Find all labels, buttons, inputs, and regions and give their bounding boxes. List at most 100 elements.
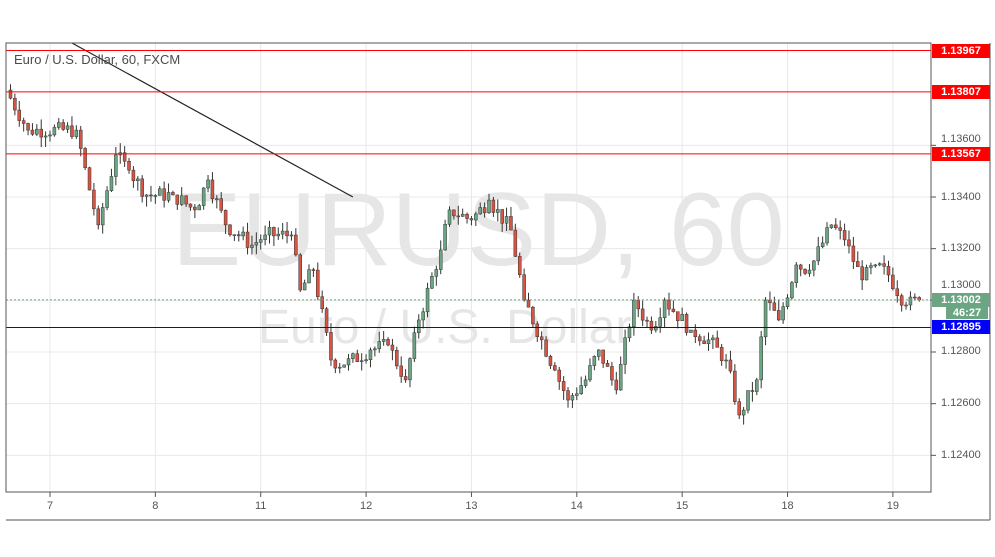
candle-down: [294, 234, 298, 256]
candle-up: [368, 349, 373, 360]
candle-down: [614, 379, 619, 391]
candle-up: [632, 299, 636, 328]
price-level-label: 1.13567: [932, 146, 990, 161]
candle-up: [197, 205, 202, 211]
x-tick-label: 12: [359, 500, 373, 512]
candle-up: [35, 128, 39, 135]
candle-up: [755, 379, 759, 392]
y-tick-label: 1.12800: [941, 345, 981, 358]
candle-down: [684, 314, 689, 333]
x-tick-label: 14: [570, 500, 583, 512]
candle-down: [171, 192, 175, 196]
candle-down: [140, 178, 144, 197]
candle-down: [311, 269, 316, 271]
candle-up: [825, 227, 829, 244]
candle-up: [351, 353, 355, 359]
candle-down: [465, 213, 469, 219]
y-tick-label: 1.13400: [941, 190, 981, 203]
trend-line: [71, 42, 354, 198]
candle-down: [561, 381, 566, 391]
candle-up: [254, 242, 259, 246]
candle-up: [812, 260, 816, 271]
candle-down: [188, 203, 193, 208]
candle-down: [676, 311, 680, 321]
candle-up: [109, 176, 114, 191]
candle-down: [913, 296, 917, 299]
y-tick-label: 1.13200: [941, 242, 981, 255]
candle-up: [908, 296, 913, 306]
candle-down: [500, 209, 504, 224]
candle-down: [750, 390, 755, 392]
candle-down: [719, 347, 724, 361]
candle-up: [280, 230, 285, 235]
candle-up: [460, 213, 465, 217]
candle-down: [469, 218, 474, 221]
candle-up: [276, 233, 281, 237]
candle-up: [408, 358, 412, 381]
candle-down: [768, 299, 772, 304]
candle-down: [21, 120, 26, 124]
x-tick-label: 13: [465, 500, 478, 512]
chart-title: Euro / U.S. Dollar, 60, FXCM: [14, 52, 181, 67]
candle-down: [245, 231, 250, 248]
candle-up: [570, 395, 575, 401]
candle-up: [438, 249, 443, 270]
candle-down: [526, 299, 531, 308]
candle-up: [144, 194, 149, 197]
candle-down: [535, 323, 540, 338]
candle-up: [816, 246, 820, 262]
candle-up: [215, 198, 219, 200]
candle-down: [175, 194, 180, 205]
bar-countdown-label: 46:27: [946, 306, 988, 319]
candle-down: [772, 302, 777, 311]
candle-up: [241, 231, 245, 237]
candle-up: [201, 187, 206, 206]
candle-down: [728, 359, 733, 372]
candle-down: [298, 254, 302, 291]
candle-up: [346, 358, 351, 366]
candle-up: [785, 297, 790, 307]
candle-up: [904, 304, 908, 307]
candle-down: [285, 230, 289, 237]
candle-down: [30, 129, 35, 135]
candle-up: [258, 239, 263, 243]
x-tick-label: 7: [46, 500, 54, 512]
candle-up: [575, 393, 579, 396]
candle-up: [654, 326, 658, 331]
candle-down: [219, 198, 223, 211]
candle-down: [548, 356, 553, 366]
candle-down: [390, 344, 395, 351]
candle-down: [636, 299, 641, 310]
candle-up: [588, 365, 592, 381]
candle-up: [658, 317, 662, 327]
candle-up: [52, 127, 57, 136]
candle-up: [443, 224, 447, 251]
candle-down: [333, 359, 338, 369]
candle-up: [706, 339, 711, 344]
x-tick-label: 18: [781, 500, 794, 512]
candle-up: [583, 379, 588, 386]
candle-down: [237, 234, 241, 237]
candle-down: [482, 207, 487, 214]
candle-up: [289, 234, 294, 237]
candle-down: [509, 216, 513, 231]
candle-up: [627, 326, 632, 339]
candle-up: [869, 265, 873, 268]
candle-down: [39, 128, 43, 138]
candle-up: [434, 269, 439, 277]
candle-up: [746, 390, 750, 411]
candle-down: [803, 268, 807, 274]
candle-down: [96, 208, 101, 226]
candle-down: [131, 169, 136, 181]
candle-down: [452, 209, 456, 217]
candle-down: [162, 188, 166, 201]
price-level-label: 1.13967: [932, 43, 990, 58]
candle-up: [579, 385, 583, 395]
candle-down: [605, 363, 610, 367]
candle-up: [741, 409, 746, 416]
candle-down: [223, 210, 228, 226]
candle-down: [671, 308, 676, 312]
candle-up: [377, 341, 381, 350]
y-tick-label: 1.12400: [941, 448, 981, 461]
